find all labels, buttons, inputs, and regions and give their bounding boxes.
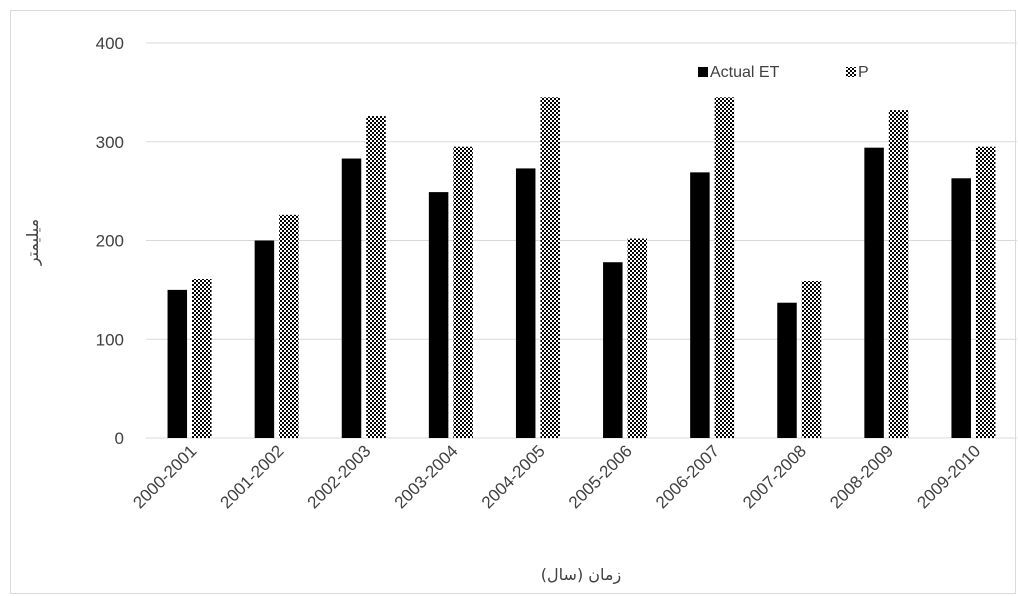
x-tick-label: 2003-2004: [391, 441, 462, 512]
x-tick-label: 2002-2003: [304, 441, 375, 512]
y-tick-label: 0: [115, 429, 124, 448]
x-tick-label: 2008-2009: [826, 441, 897, 512]
bar-p: [279, 214, 299, 438]
bars: [167, 97, 996, 439]
x-tick-label: 2005-2006: [565, 441, 636, 512]
bar-p: [801, 280, 822, 438]
bar-p: [540, 97, 560, 438]
y-axis-ticks: 0 100 200 300 400: [96, 34, 124, 448]
bar-actual-et: [951, 178, 971, 438]
x-tick-label: 2006-2007: [652, 441, 723, 512]
bar-p: [975, 146, 996, 438]
legend-label: P: [858, 64, 869, 81]
bar-actual-et: [864, 147, 884, 439]
y-tick-label: 400: [96, 34, 124, 53]
bar-actual-et: [428, 192, 449, 438]
legend-swatch: [846, 67, 856, 77]
legend: Actual ET P: [698, 64, 869, 81]
bar-actual-et: [341, 158, 362, 438]
x-axis-ticks: 2000-2001 2001-2002 2002-2003 2003-2004 2004…: [129, 441, 984, 512]
y-tick-label: 300: [96, 133, 124, 152]
gridlines: [146, 42, 1017, 439]
x-tick-label: 2001-2002: [217, 441, 288, 512]
y-tick-label: 200: [96, 232, 124, 251]
bar-p: [627, 238, 648, 438]
x-tick-label: 2000-2001: [129, 441, 200, 512]
bar-p: [366, 116, 386, 438]
x-tick-label: 2007-2008: [739, 441, 810, 512]
x-axis-title: زمان (سال): [541, 565, 621, 585]
bar-p: [888, 110, 909, 439]
bar-actual-et: [690, 172, 710, 439]
x-tick-label: 2009-2010: [913, 441, 984, 512]
bar-actual-et: [603, 262, 623, 438]
legend-swatch: [698, 67, 708, 77]
bar-p: [453, 146, 473, 438]
bar-p: [714, 97, 735, 438]
bar-p: [192, 279, 212, 438]
bar-actual-et: [254, 240, 275, 438]
bar-actual-et: [515, 168, 536, 438]
bar-actual-et: [777, 302, 797, 438]
y-axis-title: میلیمتر: [23, 219, 43, 266]
x-tick-label: 2004-2005: [478, 441, 549, 512]
y-tick-label: 100: [96, 330, 124, 349]
bar-actual-et: [167, 289, 188, 438]
legend-label: Actual ET: [710, 64, 780, 81]
